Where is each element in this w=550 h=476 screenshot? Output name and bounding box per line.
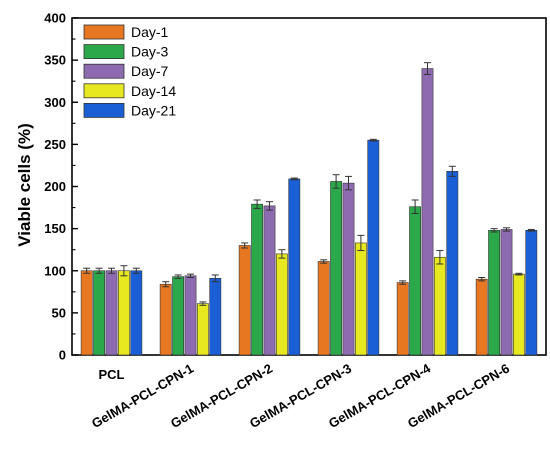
y-tick-label: 150 bbox=[44, 221, 66, 236]
bar bbox=[288, 178, 301, 356]
bar bbox=[184, 275, 197, 356]
bar bbox=[525, 230, 538, 356]
y-axis-title: Viable cells (%) bbox=[15, 123, 34, 246]
y-tick-label: 0 bbox=[59, 348, 66, 363]
bar bbox=[488, 230, 500, 356]
bar bbox=[275, 253, 288, 356]
bar bbox=[209, 278, 222, 356]
bar bbox=[475, 278, 488, 356]
bar bbox=[421, 68, 434, 356]
legend-swatch bbox=[83, 44, 125, 59]
y-tick-label: 250 bbox=[44, 137, 66, 152]
bar bbox=[159, 283, 172, 356]
bar bbox=[433, 256, 446, 356]
bar bbox=[342, 182, 355, 356]
legend-label: Day-1 bbox=[131, 24, 169, 40]
bar bbox=[93, 270, 105, 356]
y-tick-label: 350 bbox=[44, 53, 66, 68]
legend-swatch bbox=[83, 83, 125, 99]
bar bbox=[197, 303, 209, 356]
y-tick-label: 300 bbox=[44, 95, 66, 110]
y-tick-label: 400 bbox=[44, 11, 66, 26]
bar bbox=[500, 229, 513, 356]
bar bbox=[172, 276, 184, 356]
bar bbox=[512, 273, 525, 356]
legend-label: Day-14 bbox=[131, 83, 176, 99]
bar bbox=[130, 270, 143, 356]
plot-area: 050100150200250300350400PCLGelMA-PCL-CPN… bbox=[44, 11, 547, 431]
legend-swatch bbox=[83, 24, 125, 40]
bar bbox=[118, 270, 130, 356]
bar bbox=[354, 242, 367, 356]
bar bbox=[330, 181, 342, 356]
bar bbox=[263, 205, 276, 356]
bar bbox=[367, 139, 380, 356]
y-tick-label: 200 bbox=[44, 179, 66, 194]
bar bbox=[317, 261, 330, 356]
legend-swatch bbox=[83, 63, 125, 79]
legend-label: Day-21 bbox=[131, 102, 176, 118]
x-category-label: PCL bbox=[99, 367, 125, 382]
legend-label: Day-7 bbox=[131, 63, 169, 79]
legend-swatch bbox=[83, 103, 125, 118]
bar bbox=[105, 270, 118, 356]
bar bbox=[446, 171, 459, 356]
bar bbox=[80, 270, 93, 356]
bar bbox=[409, 206, 421, 356]
y-tick-label: 100 bbox=[44, 263, 66, 278]
y-tick-label: 50 bbox=[52, 305, 66, 320]
legend-label: Day-3 bbox=[131, 44, 169, 60]
bar bbox=[251, 203, 263, 356]
bar bbox=[396, 282, 409, 356]
bar bbox=[238, 245, 251, 356]
